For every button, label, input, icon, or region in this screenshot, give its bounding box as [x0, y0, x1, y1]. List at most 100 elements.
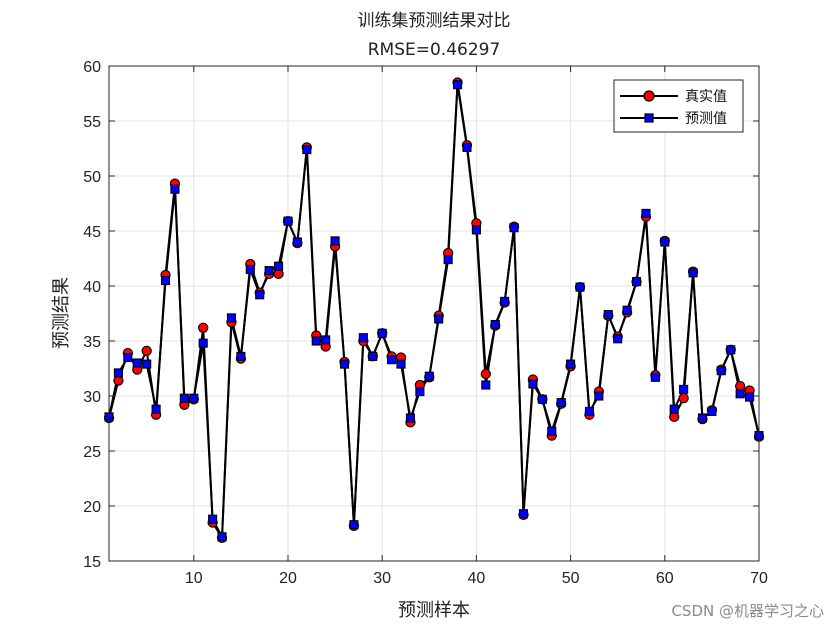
true-value-point — [198, 322, 209, 333]
predicted-value-point — [679, 384, 689, 394]
predicted-value-point — [660, 237, 670, 247]
legend: 真实值 预测值 — [613, 79, 744, 133]
predicted-value-point — [566, 359, 576, 369]
axis-ticks: 10 20 30 40 50 60 70 15 20 25 30 35 40 45 50 55 60 — [83, 59, 768, 587]
y-tick-label: 15 — [83, 554, 101, 571]
predicted-value-point — [415, 387, 425, 397]
chart-subtitle: RMSE=0.46297 — [368, 40, 501, 60]
chart-title: 训练集预测结果对比 — [358, 11, 511, 31]
predicted-value-point — [160, 275, 171, 286]
predicted-value-point — [669, 404, 679, 414]
predicted-value-point — [631, 277, 642, 287]
x-tick-label: 40 — [467, 570, 485, 587]
y-tick-label: 25 — [83, 444, 101, 461]
y-tick-label: 45 — [83, 224, 101, 241]
predicted-value-point — [339, 359, 350, 369]
predicted-value-point — [745, 392, 755, 402]
y-axis-label: 预测结果 — [51, 277, 72, 349]
predicted-value-point — [547, 426, 557, 436]
predicted-value-point — [735, 389, 745, 399]
series-lines — [108, 81, 760, 539]
predicted-value-point — [123, 352, 133, 363]
axes-frame — [108, 65, 760, 562]
predicted-value-point — [453, 80, 463, 90]
predicted-value-point — [189, 393, 199, 403]
true-value-point — [141, 345, 152, 357]
predicted-value-point — [707, 406, 717, 416]
x-tick-label: 20 — [279, 570, 297, 587]
predicted-value-point — [321, 335, 331, 345]
predicted-value-point — [245, 264, 255, 275]
predicted-value-point — [594, 391, 604, 401]
y-tick-label: 60 — [83, 59, 101, 76]
predicted-value-point — [226, 313, 237, 323]
predicted-value-point — [368, 351, 378, 361]
y-tick-label: 35 — [83, 334, 101, 351]
predicted-value-point — [330, 236, 340, 246]
predicted-value-point — [217, 532, 227, 542]
predicted-value-point — [622, 305, 632, 315]
predicted-value-point — [697, 413, 708, 423]
predicted-value-point — [509, 223, 519, 233]
y-tick-label: 40 — [83, 279, 101, 296]
legend-label-pred: 预测值 — [685, 111, 727, 127]
y-tick-label: 30 — [83, 389, 101, 406]
predicted-value-point — [405, 413, 415, 423]
predicted-value-point — [434, 314, 444, 324]
legend-marker-pred — [644, 113, 654, 123]
predicted-value-point — [311, 336, 321, 346]
x-tick-label: 50 — [562, 570, 580, 587]
predicted-value-point — [236, 351, 246, 361]
predicted-value-point — [481, 380, 491, 390]
predicted-value-point — [518, 509, 529, 519]
predicted-value-point — [584, 406, 594, 416]
predicted-value-point — [377, 328, 387, 338]
x-axis-label: 预测样本 — [398, 600, 470, 621]
y-tick-label: 55 — [83, 114, 101, 131]
predicted-value-point — [575, 282, 585, 292]
predicted-value-point — [490, 319, 500, 330]
predicted-value-point — [641, 208, 651, 218]
predicted-value-point — [142, 359, 152, 369]
predicted-value-point — [424, 371, 434, 381]
predicted-value-point — [208, 514, 218, 524]
predicted-value-point — [443, 255, 453, 265]
predicted-value-point — [650, 372, 660, 382]
predicted-value-point — [179, 393, 189, 403]
predicted-value-point — [613, 334, 623, 344]
series-markers — [103, 77, 765, 544]
predicted-value-point — [358, 333, 368, 343]
predicted-value-point — [302, 145, 312, 155]
predicted-value-point — [387, 355, 397, 365]
legend-box — [613, 79, 744, 133]
predicted-value-point — [500, 296, 510, 306]
predicted-value-point — [556, 398, 566, 408]
x-tick-label: 60 — [656, 570, 674, 587]
predicted-value-point — [151, 404, 161, 414]
predicted-value-point — [471, 225, 481, 235]
predicted-value-point — [292, 237, 302, 247]
true-value-point — [480, 368, 491, 380]
predicted-value-point — [716, 366, 726, 376]
predicted-value-point — [274, 261, 284, 271]
predicted-value-point — [349, 520, 359, 530]
predicted-value-point — [132, 358, 142, 368]
predicted-value-point — [170, 184, 180, 194]
predicted-value-point — [283, 216, 293, 226]
x-tick-label: 10 — [185, 570, 203, 587]
predicted-value-point — [198, 338, 208, 348]
legend-label-true: 真实值 — [685, 89, 727, 105]
predicted-value-point — [528, 379, 538, 389]
predicted-value-point — [113, 368, 123, 378]
predicted-value-point — [462, 142, 472, 152]
series-line-1 — [108, 83, 760, 538]
axes-background — [109, 66, 759, 561]
x-tick-label: 30 — [373, 570, 391, 587]
legend-marker-true — [643, 90, 655, 102]
predicted-value-point — [255, 290, 265, 300]
predicted-value-point — [537, 394, 547, 404]
x-tick-label: 70 — [750, 570, 768, 587]
predicted-value-point — [396, 359, 406, 369]
true-value-point — [678, 393, 689, 404]
